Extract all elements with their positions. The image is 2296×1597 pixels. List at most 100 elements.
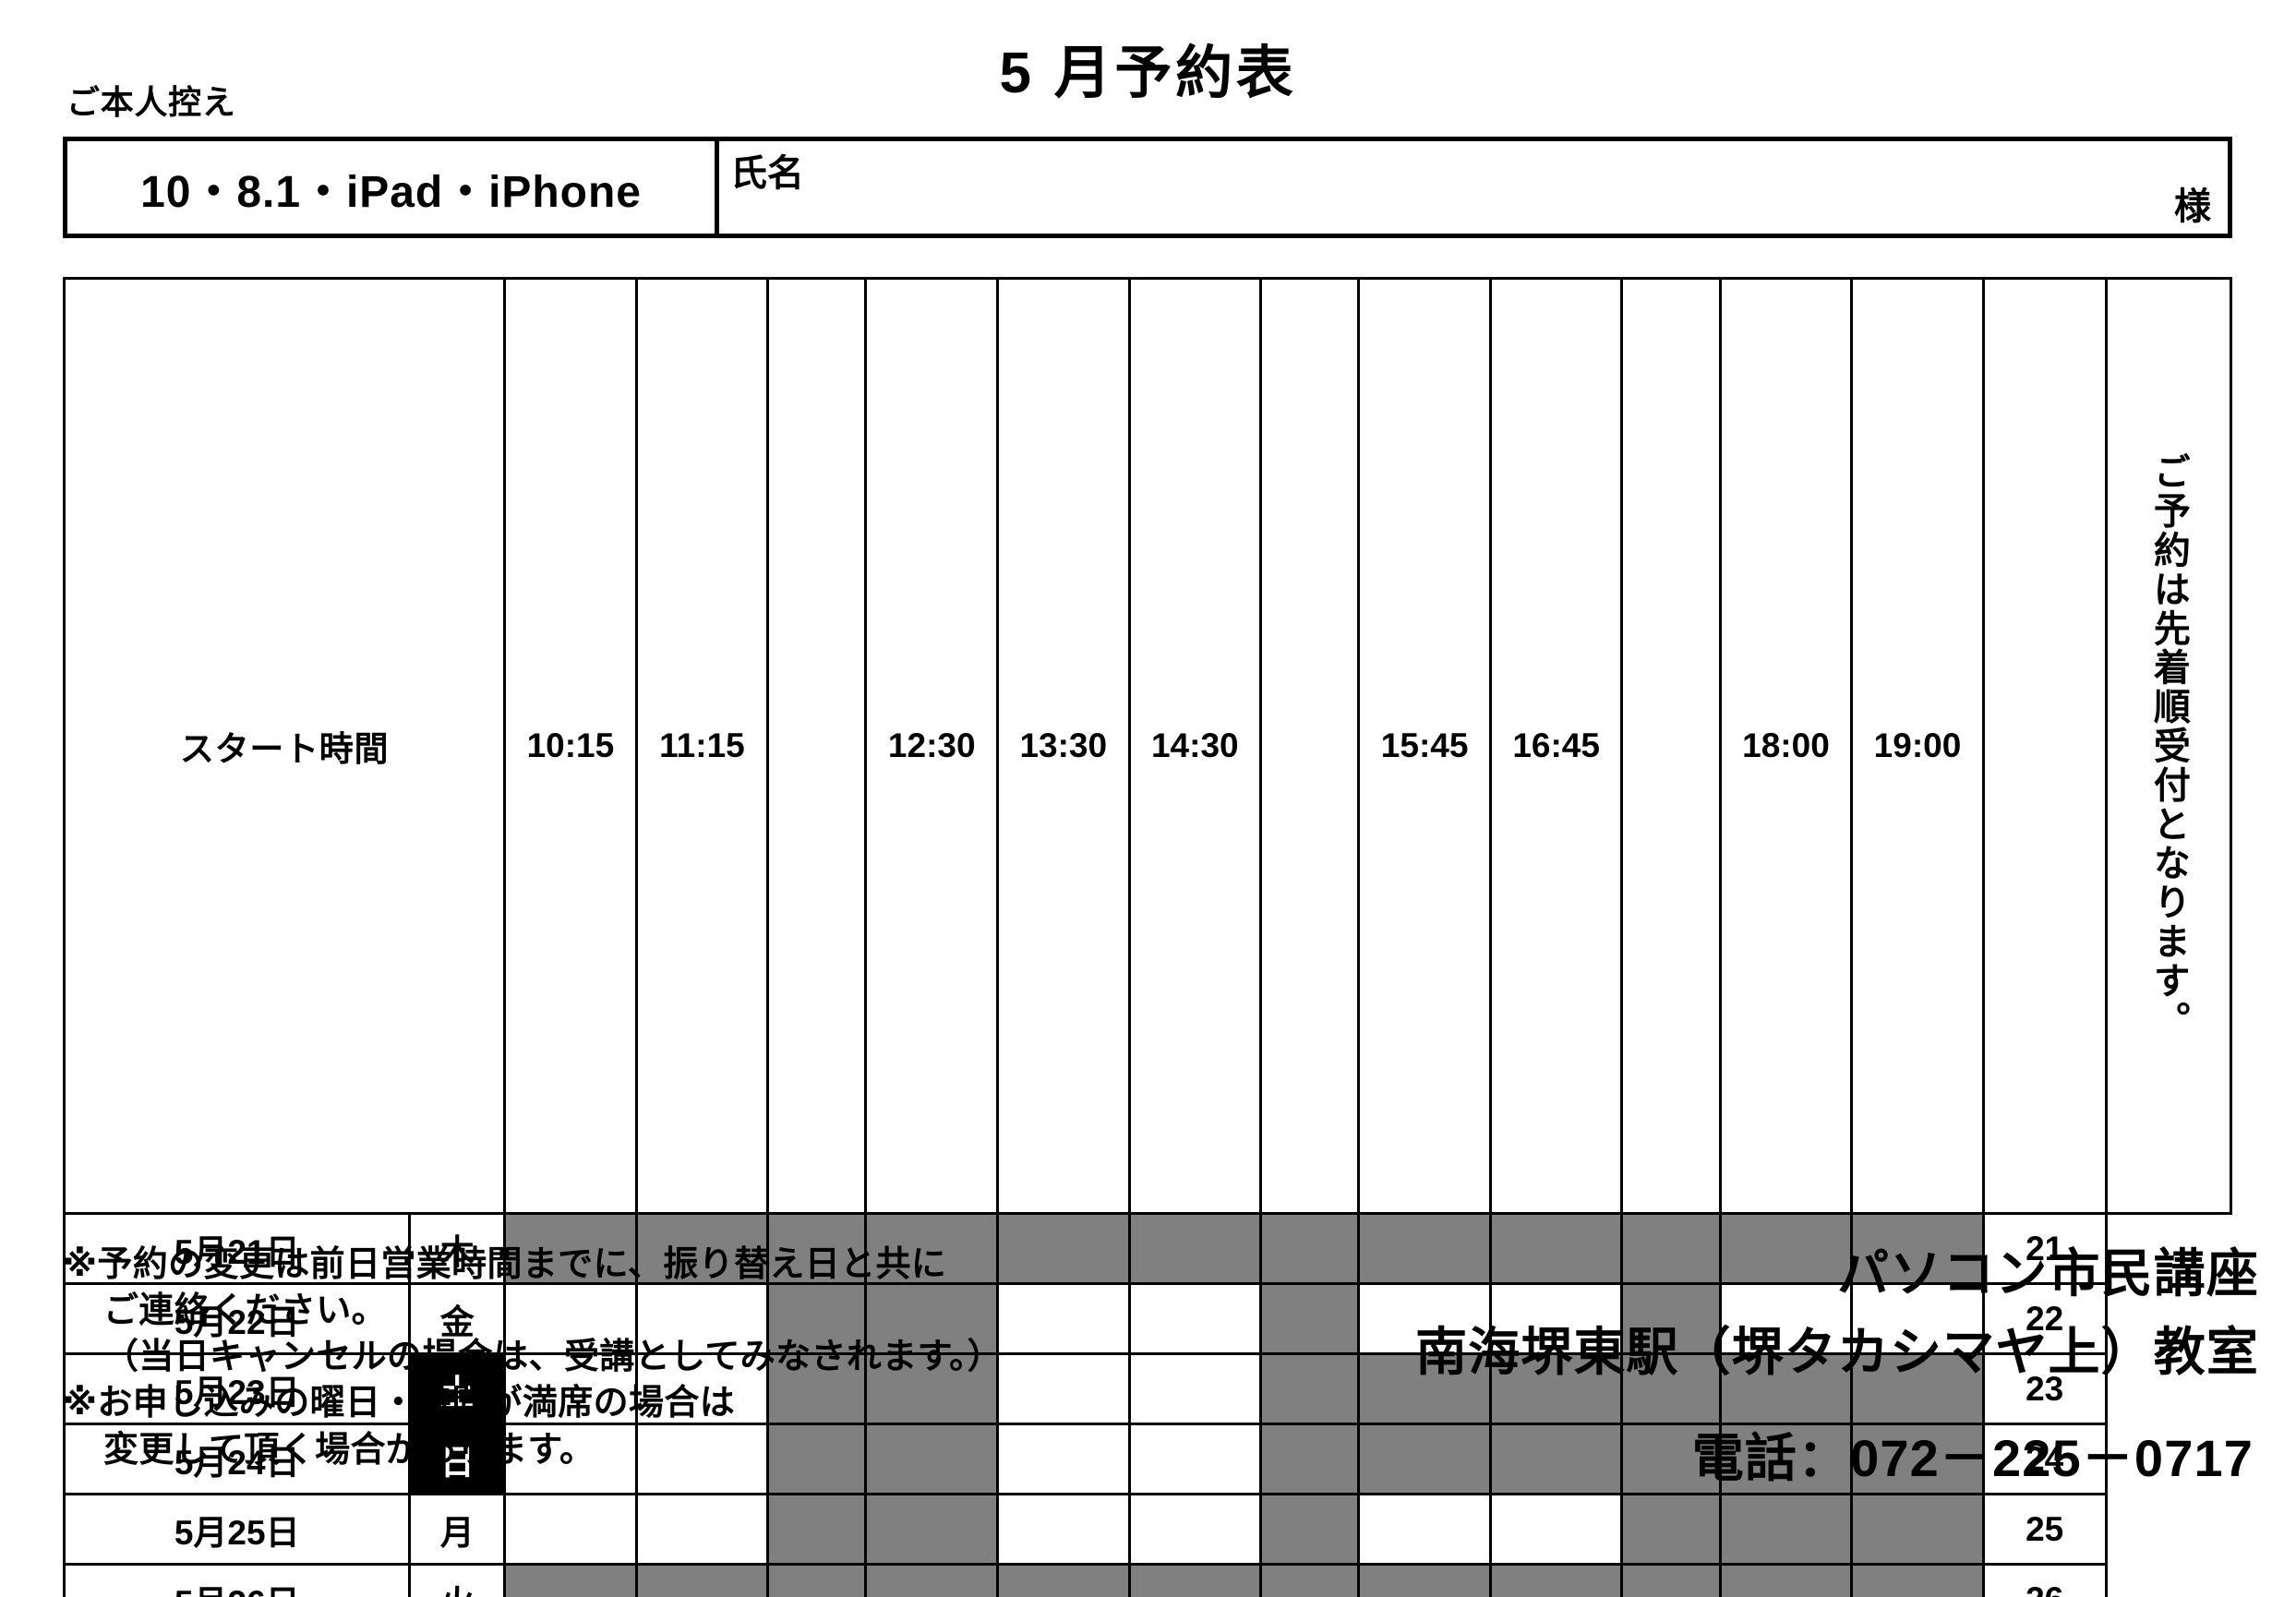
slot-available[interactable] — [996, 1282, 1131, 1355]
slot-unavailable[interactable] — [864, 1212, 1000, 1285]
page-title: 5 月予約表 — [999, 42, 1297, 105]
slot-available[interactable] — [503, 1493, 638, 1566]
slot-available[interactable] — [996, 1352, 1131, 1425]
slot-available[interactable] — [1488, 1493, 1624, 1566]
slot-spacer — [1259, 1423, 1361, 1495]
slot-available[interactable] — [1127, 1282, 1263, 1355]
row-date: 5月26日 — [62, 1563, 412, 1597]
slot-unavailable[interactable] — [996, 1212, 1131, 1285]
slot-available[interactable] — [996, 1493, 1131, 1566]
slot-unavailable[interactable] — [1850, 1352, 1985, 1425]
slot-available[interactable] — [1357, 1282, 1492, 1355]
time-column-spacer — [1981, 277, 2108, 1215]
slot-available[interactable] — [1488, 1282, 1624, 1355]
slot-spacer — [1620, 1282, 1722, 1355]
row-weekday: 火 — [408, 1563, 507, 1597]
notes-block: ※予約の変更は前日営業時間までに、振り替え日と共に ご連絡ください。 （当日キャンセ… — [63, 1242, 1198, 1473]
slot-spacer — [766, 1352, 868, 1425]
slot-spacer — [1259, 1352, 1361, 1425]
course-field[interactable]: 10・8.1・iPad・iPhone — [67, 141, 719, 234]
slot-spacer — [766, 1563, 868, 1597]
row-day-number: 23 — [1981, 1352, 2108, 1425]
slot-unavailable[interactable] — [864, 1423, 1000, 1495]
slot-unavailable[interactable] — [1357, 1352, 1492, 1425]
row-day-number: 26 — [1981, 1563, 2108, 1597]
slot-available[interactable] — [634, 1423, 770, 1495]
time-column-spacer — [1259, 277, 1361, 1215]
slot-unavailable[interactable] — [1488, 1352, 1624, 1425]
row-date: 5月21日 — [62, 1212, 412, 1285]
slot-available[interactable] — [1127, 1352, 1263, 1425]
slot-unavailable[interactable] — [1488, 1563, 1624, 1597]
slot-available[interactable] — [1850, 1282, 1985, 1355]
slot-unavailable[interactable] — [1718, 1493, 1854, 1566]
slot-unavailable[interactable] — [864, 1563, 1000, 1597]
row-date: 5月23日 — [62, 1352, 412, 1425]
slot-unavailable[interactable] — [1488, 1212, 1624, 1285]
slot-unavailable[interactable] — [1850, 1423, 1985, 1495]
school-branch: 南海堺東駅（堺タカシマヤ上）教室 — [1415, 1323, 2259, 1381]
first-come-notice: ご予約は先着順受付となります。 — [2104, 277, 2233, 1215]
slot-unavailable[interactable] — [1488, 1423, 1624, 1495]
first-come-notice-text: ご予約は先着順受付となります。 — [2147, 452, 2189, 1039]
row-date: 5月22日 — [62, 1282, 412, 1355]
slot-available[interactable] — [634, 1493, 770, 1566]
row-day-number: 25 — [1981, 1493, 2108, 1566]
slot-unavailable[interactable] — [1718, 1563, 1854, 1597]
slot-unavailable[interactable] — [1850, 1493, 1985, 1566]
slot-unavailable[interactable] — [864, 1282, 1000, 1355]
sheet-footer: ※予約の変更は前日営業時間までに、振り替え日と共に ご連絡ください。 （当日キャンセ… — [0, 1242, 2296, 1592]
slot-unavailable[interactable] — [1357, 1212, 1492, 1285]
slot-unavailable[interactable] — [996, 1563, 1131, 1597]
slot-unavailable[interactable] — [864, 1352, 1000, 1425]
slot-available[interactable] — [996, 1423, 1131, 1495]
row-day-number: 24 — [1981, 1423, 2108, 1495]
slot-spacer — [766, 1423, 868, 1495]
slot-available[interactable] — [503, 1282, 638, 1355]
slot-unavailable[interactable] — [503, 1212, 638, 1285]
slot-available[interactable] — [1127, 1493, 1263, 1566]
slot-unavailable[interactable] — [1850, 1563, 1985, 1597]
time-column-header-1900: 19:00 — [1850, 277, 1985, 1215]
slot-unavailable[interactable] — [1127, 1563, 1263, 1597]
slot-unavailable[interactable] — [1718, 1212, 1854, 1285]
row-weekday: 木 — [408, 1212, 507, 1285]
row-weekday: 土 — [408, 1352, 507, 1425]
slot-available[interactable] — [503, 1352, 638, 1425]
slot-available[interactable] — [1718, 1282, 1854, 1355]
row-weekday: 月 — [408, 1493, 507, 1566]
name-field-label: 氏名 — [730, 153, 804, 194]
time-header-row: スタート時間 10:15 11:15 12:30 13:30 14:30 15:45 16:4… — [62, 277, 2233, 1215]
slot-unavailable[interactable] — [1357, 1563, 1492, 1597]
slot-available[interactable] — [634, 1282, 770, 1355]
slot-available[interactable] — [1357, 1493, 1492, 1566]
row-date: 5月25日 — [62, 1493, 412, 1566]
school-info: パソコン市民講座 南海堺東駅（堺タカシマヤ上）教室 電話：072－225－071… — [1415, 1232, 2259, 1492]
row-date: 5月24日 — [62, 1423, 412, 1495]
slot-unavailable[interactable] — [864, 1493, 1000, 1566]
slot-available[interactable] — [503, 1423, 638, 1495]
customer-name-field[interactable]: 氏名 様 — [719, 141, 2228, 234]
slot-available[interactable] — [634, 1352, 770, 1425]
table-row: 5月26日火 26 — [62, 1563, 2231, 1597]
sheet-header: ご本人控え 5 月予約表 — [0, 0, 2296, 129]
time-column-header-1545: 15:45 — [1357, 277, 1492, 1215]
slot-unavailable[interactable] — [1357, 1423, 1492, 1495]
slot-spacer — [766, 1212, 868, 1285]
slot-unavailable[interactable] — [1127, 1212, 1263, 1285]
slot-spacer — [1259, 1493, 1361, 1566]
table-row: 5月24日日 24 — [62, 1423, 2231, 1495]
start-time-label: スタート時間 — [62, 277, 507, 1215]
slot-unavailable[interactable] — [634, 1212, 770, 1285]
slot-spacer — [1620, 1423, 1722, 1495]
slot-available[interactable] — [1127, 1423, 1263, 1495]
time-column-header-1330: 13:30 — [996, 277, 1131, 1215]
slot-unavailable[interactable] — [503, 1563, 638, 1597]
slot-unavailable[interactable] — [1718, 1352, 1854, 1425]
slot-unavailable[interactable] — [1850, 1212, 1985, 1285]
schedule-table-wrapper: スタート時間 10:15 11:15 12:30 13:30 14:30 15:45 16:4… — [62, 277, 2233, 1597]
table-row: 5月23日土 23 — [62, 1352, 2231, 1425]
slot-unavailable[interactable] — [634, 1563, 770, 1597]
slot-unavailable[interactable] — [1718, 1423, 1854, 1495]
